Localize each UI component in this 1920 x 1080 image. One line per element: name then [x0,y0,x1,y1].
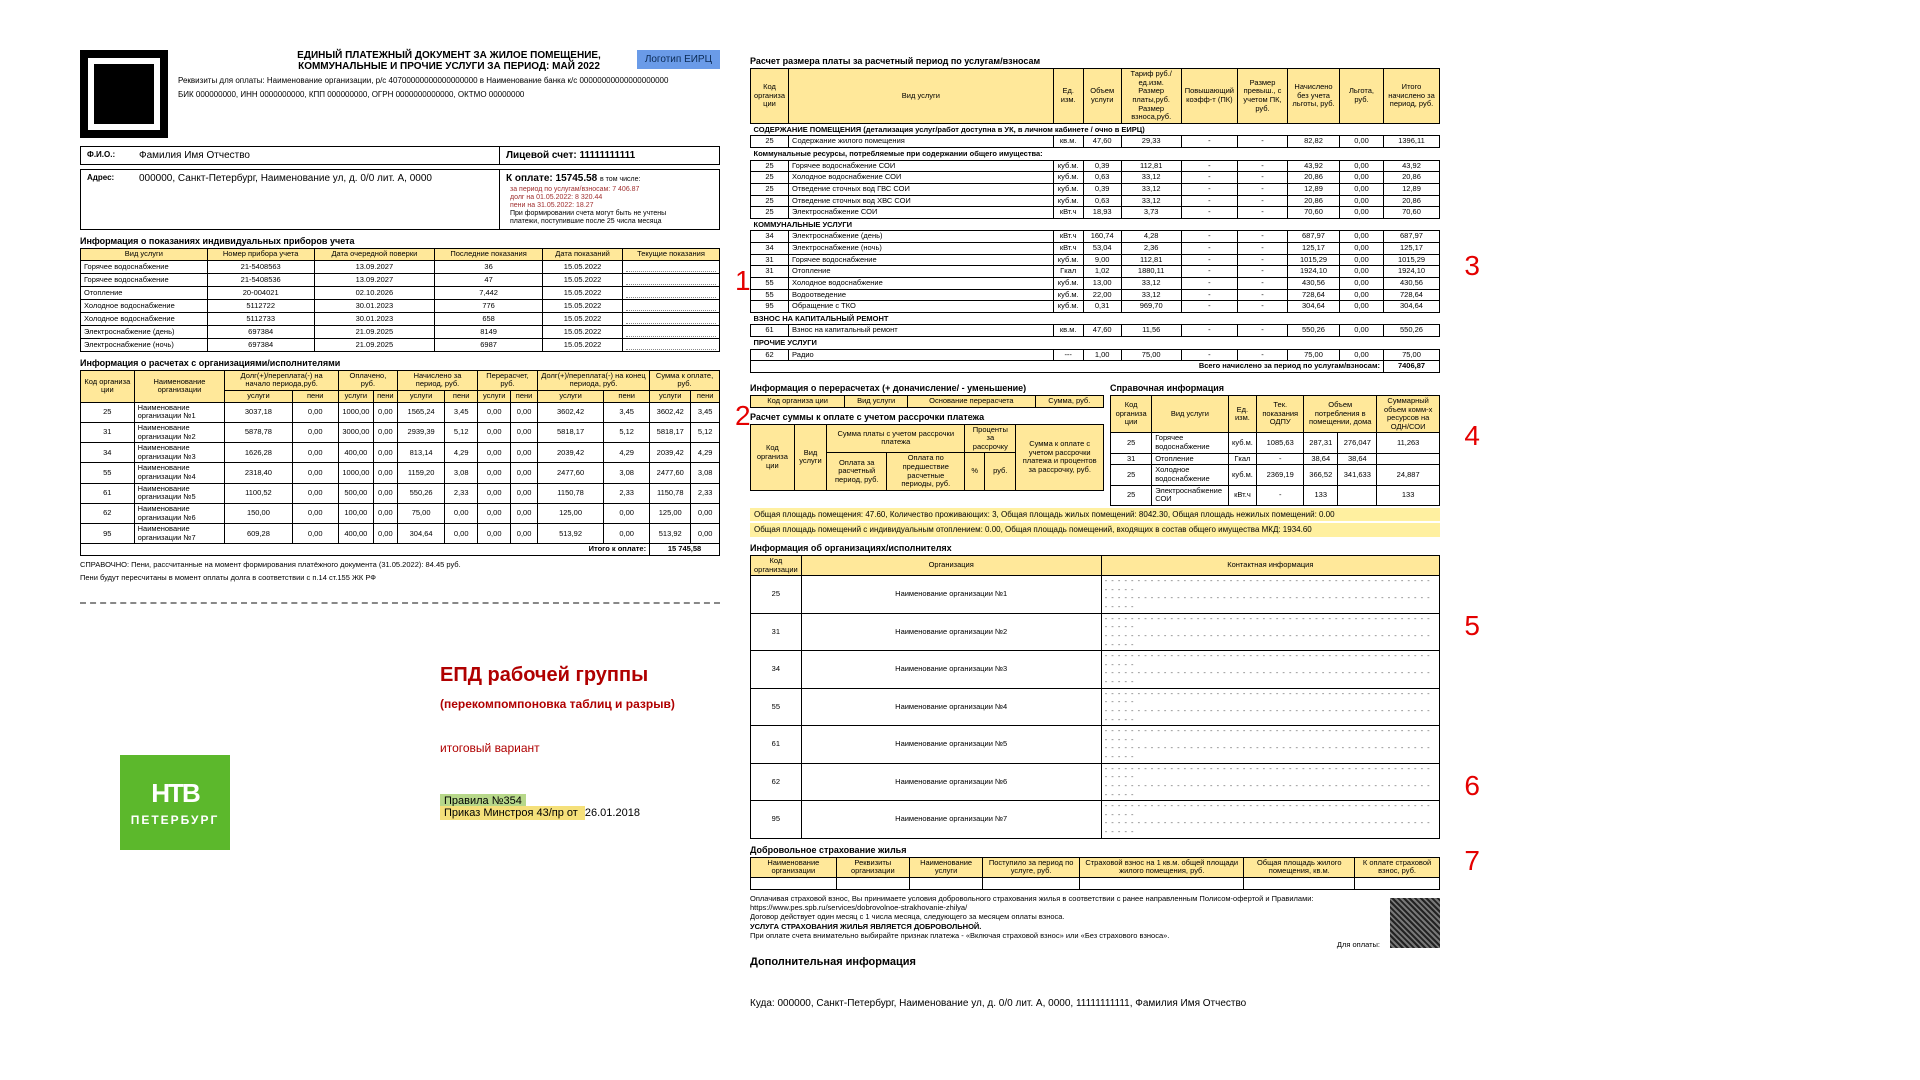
footnote-2: Пени будут пересчитаны в момент оплаты д… [80,573,720,582]
ref-table: Код организа цииВид услугиЕд. изм.Тек. п… [1110,395,1440,506]
qr-code-insurance [1390,898,1440,948]
section-num-2: 2 [735,400,751,432]
account-cell: Лицевой счет: 11111111111 [499,147,719,164]
rules-block: Правила №354 Приказ Минстроя 43/пр от 26… [440,795,720,819]
footer-address: Куда: 000000, Санкт-Петербург, Наименова… [750,998,1440,1009]
rasch-table: Код организа цииВид услугиСумма платы с … [750,424,1104,491]
epd-sub: (перекомпомпоновка таблиц и разрыв) [440,697,720,711]
section-num-3: 3 [1464,250,1480,282]
footnote-1: СПРАВОЧНО: Пени, рассчитанные на момент … [80,560,720,569]
meters-title: Информация о показаниях индивидуальных п… [80,236,720,246]
epd-heading: ЕПД рабочей группы [440,664,720,687]
orginfo-title: Информация об организациях/исполнителях [750,543,1440,553]
order-date: 26.01.2018 [585,807,640,819]
insurance-title: Добровольное страхование жилья [750,845,1440,855]
eirc-logo: Логотип ЕИРЦ [637,50,720,69]
addr-label: Адрес: [81,170,133,185]
requisites-2: БИК 000000000, ИНН 0000000000, КПП 00000… [178,90,720,100]
fio-row: Ф.И.О.: Фамилия Имя Отчество Лицевой сче… [80,146,720,165]
recalc-table: Код организа цииВид услугиОснование пере… [750,395,1104,408]
section-num-4: 4 [1464,420,1480,452]
calc-table: Код организа цииВид услугиЕд. изм.Объем … [750,68,1440,373]
area-line-1: Общая площадь помещения: 47.60, Количест… [750,508,1440,522]
orgs-table: Код организа цииНаименование организации… [80,370,720,556]
requisites-1: Реквизиты для оплаты: Наименование орган… [178,76,720,86]
pay-label: Для оплаты: [750,940,1440,949]
epd-header: Логотип ЕИРЦ ЕДИНЫЙ ПЛАТЕЖНЫЙ ДОКУМЕНТ З… [80,50,720,138]
pay-cell: К оплате: 15745.58 в том числе: за перио… [499,170,719,229]
calc-title: Расчет размера платы за расчетный период… [750,56,1440,66]
tear-line [80,602,720,604]
section-num-6: 6 [1464,770,1480,802]
orginfo-table: Код организацииОрганизацияКонтактная инф… [750,555,1440,839]
epd-final: итоговый вариант [440,741,720,755]
qr-code-main [80,50,168,138]
area-line-2: Общая площадь помещений с индивидуальным… [750,523,1440,537]
ntv-logo: НТВ ПЕТЕРБУРГ [120,755,230,850]
order-43: Приказ Минстроя 43/пр от [440,806,585,820]
insurance-text: Оплачивая страховой взнос, Вы принимаете… [750,894,1440,950]
section-num-1: 1 [735,265,751,297]
section-num-5: 5 [1464,610,1480,642]
fio-value: Фамилия Имя Отчество [133,147,499,164]
extra-title: Дополнительная информация [750,956,1440,968]
recalc-title: Информация о перерасчетах (+ доначислени… [750,383,1104,393]
ref-title: Справочная информация [1110,383,1440,393]
section-num-7: 7 [1464,845,1480,877]
meters-table: Вид услугиНомер прибора учетаДата очеред… [80,248,720,352]
orgs-title: Информация о расчетах с организациями/ис… [80,358,720,368]
insurance-table: Наименование организацииРеквизиты органи… [750,857,1440,890]
addr-row: Адрес: 000000, Санкт-Петербург, Наименов… [80,169,720,230]
fio-label: Ф.И.О.: [81,147,133,164]
rasch-title: Расчет суммы к оплате с учетом рассрочки… [750,412,1104,422]
addr-value: 000000, Санкт-Петербург, Наименование ул… [133,170,499,187]
